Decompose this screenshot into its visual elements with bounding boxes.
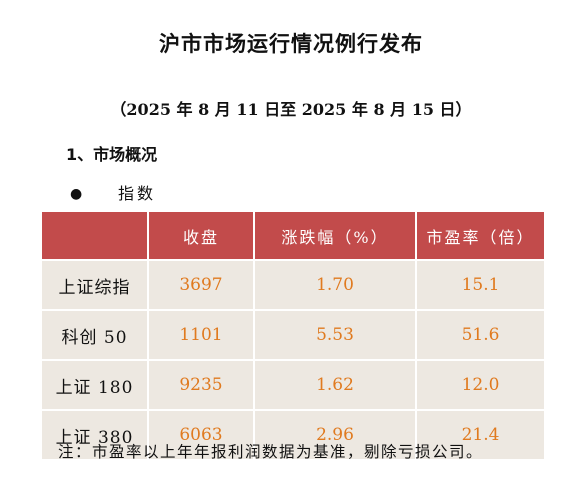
bullet-icon: ●	[70, 186, 83, 202]
table-row: 上证 380 6063 2.96 21.4	[42, 409, 544, 459]
page-title: 沪市市场运行情况例行发布	[159, 32, 423, 56]
pe-value: 15.1	[415, 259, 544, 310]
header-close: 收盘	[147, 212, 254, 260]
table-row: 科创 50 1101 5.53 51.6	[42, 309, 544, 360]
change-value: 5.53	[253, 309, 416, 360]
index-name: 上证 180	[42, 359, 148, 410]
date-range: （2025 年 8 月 11 日至 2025 年 8 月 15 日）	[110, 100, 472, 119]
index-name: 科创 50	[42, 309, 148, 360]
subheading: 指数	[118, 184, 157, 203]
close-value: 3697	[147, 259, 254, 310]
change-value: 1.62	[253, 359, 416, 410]
footnote: 注：市盈率以上年年报利润数据为基准，剔除亏损公司。	[58, 443, 484, 461]
pe-value: 12.0	[415, 359, 544, 410]
section-heading: 1、市场概况	[66, 145, 158, 164]
pe-value: 51.6	[415, 309, 544, 360]
header-pe: 市盈率（倍）	[415, 212, 544, 260]
close-value: 9235	[147, 359, 254, 410]
index-name: 上证 380	[42, 409, 148, 459]
change-value: 1.70	[253, 259, 416, 310]
header-blank	[42, 212, 148, 260]
header-change: 涨跌幅（%）	[253, 212, 416, 260]
table-row: 上证综指 3697 1.70 15.1	[42, 259, 544, 310]
index-name: 上证综指	[42, 259, 148, 310]
index-table: 收盘 涨跌幅（%） 市盈率（倍） 上证综指 3697 1.70 15.1 科创 …	[42, 212, 544, 459]
pe-value: 21.4	[415, 409, 544, 459]
change-value: 2.96	[253, 409, 416, 459]
table-row: 上证 180 9235 1.62 12.0	[42, 359, 544, 410]
close-value: 1101	[147, 309, 254, 360]
close-value: 6063	[147, 409, 254, 459]
table-header-row: 收盘 涨跌幅（%） 市盈率（倍）	[42, 212, 544, 260]
